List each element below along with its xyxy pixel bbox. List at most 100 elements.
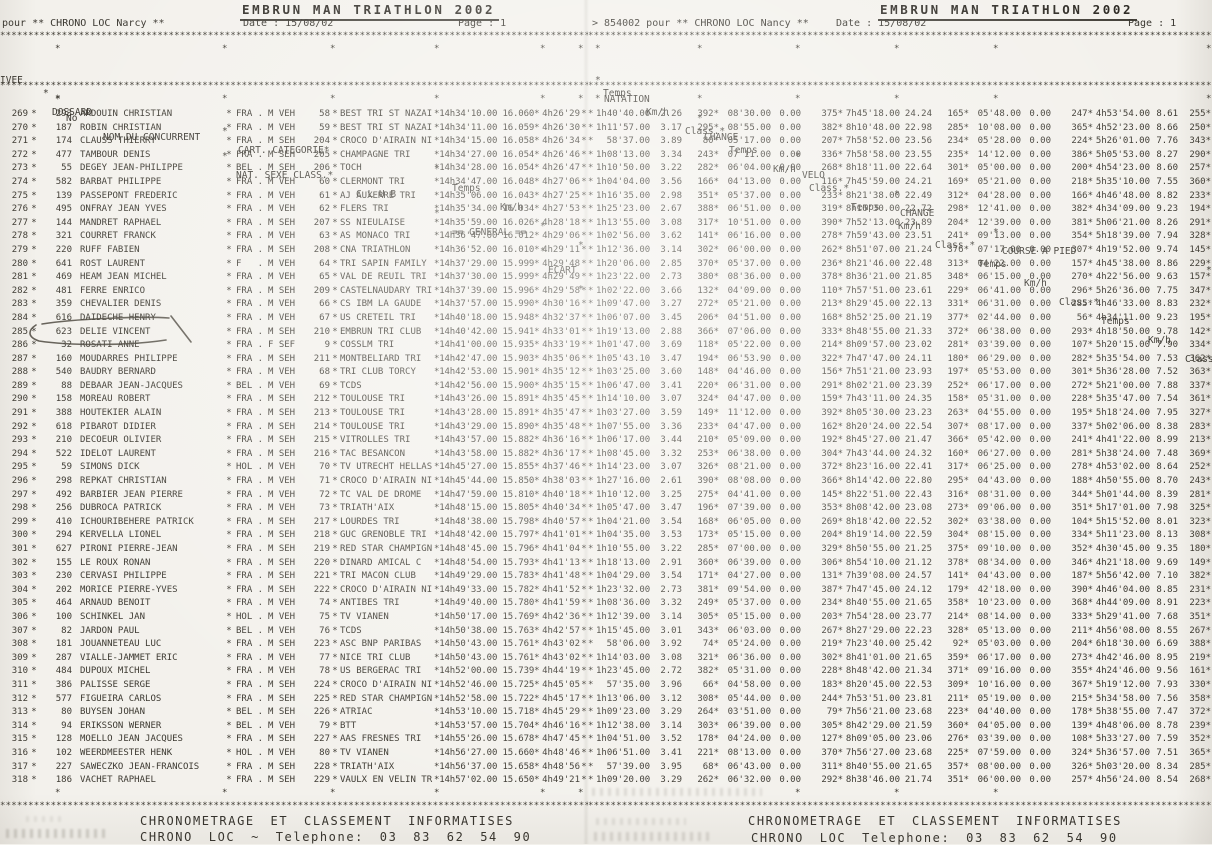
- t1-time: 04'47.00: [727, 394, 771, 405]
- separator-line: ****************************************…: [0, 81, 588, 91]
- swim-time: 1h10'12.00: [596, 489, 650, 500]
- rank: 306: [11, 611, 28, 622]
- swim-speed: 3.12: [660, 693, 682, 704]
- category-rank: 228: [313, 761, 330, 772]
- col-velo: VELO: [802, 170, 825, 181]
- asterisk: *: [581, 544, 587, 554]
- date-label: Date : 15/08/02: [243, 18, 334, 29]
- asterisk: *: [226, 747, 232, 758]
- result-row: 285 * 623 DELIE VINCENT * FRA . M SEH 21…: [0, 326, 590, 340]
- result-row: 300 * 294 KERVELLA LIONEL * FRA . M SEH …: [0, 529, 590, 543]
- asterisk: *: [226, 136, 232, 147]
- t2-speed: 0.00: [1029, 285, 1051, 296]
- asterisk: *: [31, 652, 37, 663]
- category-rank: 70: [319, 462, 330, 473]
- result-row: 288 * 540 BAUDRY BERNARD * FRA . M VEH 6…: [0, 366, 590, 380]
- result-row: 275 * 139 PASSEPONT FREDERIC * FRA . M V…: [0, 190, 590, 204]
- bike-time: 8h02'21.00: [845, 380, 900, 391]
- asterisk: *: [31, 367, 37, 378]
- bike-time: 8h09'57.00: [845, 340, 900, 351]
- swim-rank: 196*: [697, 503, 719, 514]
- swim-time: 1h01'47.00: [596, 340, 650, 351]
- t2-speed: 0.00: [1029, 557, 1051, 568]
- bike-speed: 21.65: [904, 652, 932, 663]
- swim-rank: 326*: [697, 462, 719, 473]
- bike-time: 7h54'28.00: [845, 611, 900, 622]
- category-rank: 9: [324, 340, 330, 351]
- asterisk: *: [588, 367, 594, 378]
- separator-line: ****************************************…: [588, 31, 1212, 41]
- swim-speed: 3.92: [660, 639, 682, 650]
- bike-time: 7h57'51.00: [845, 285, 900, 296]
- split-row: * 1h05'47.00 3.47 196* 07'39.00 0.00 353…: [588, 502, 1212, 516]
- swim-time: 1h09'20.00: [596, 775, 650, 786]
- club: CLERMONT TRI: [340, 176, 406, 187]
- bike-rank: 197*: [947, 367, 969, 378]
- bike-time: 7h56'27.00: [845, 747, 900, 758]
- t1-time: 06'51.00: [727, 204, 771, 215]
- category-rank: 63: [319, 231, 330, 242]
- bike-rank: 309*: [947, 679, 969, 690]
- t1-rank: 192*: [821, 435, 843, 446]
- split-row: * 1h07'55.00 3.36 233* 04'47.00 0.00 162…: [588, 421, 1212, 435]
- t2-rank: 195*: [1071, 408, 1093, 419]
- t2-speed: 0.00: [1029, 639, 1051, 650]
- t2-speed: 0.00: [1029, 272, 1051, 283]
- swim-rank: 388*: [697, 204, 719, 215]
- competitor-name: LE ROUX RONAN: [80, 557, 151, 568]
- gap-to-winner: 4h41'01: [542, 530, 580, 541]
- bike-speed: 21.19: [904, 312, 932, 323]
- asterisk: *: [31, 244, 37, 255]
- t1-time: 08'13.00: [727, 747, 771, 758]
- t1-rank: 304*: [821, 448, 843, 459]
- t2-speed: 0.00: [1029, 775, 1051, 786]
- category-rank: 72: [319, 489, 330, 500]
- asterisk: *: [588, 639, 594, 650]
- rank: 287: [11, 353, 28, 364]
- gap-to-winner: 4h48'56: [542, 761, 580, 772]
- asterisk: *: [226, 679, 232, 690]
- t1-time: 09'54.00: [727, 584, 771, 595]
- t1-rank: 162*: [821, 421, 843, 432]
- competitor-name: VACHET RAPHAEL: [80, 775, 156, 786]
- gap-to-winner: 4h47'45: [542, 734, 580, 745]
- asterisk: *: [332, 707, 338, 718]
- bike-time: 8h52'25.00: [845, 312, 900, 323]
- t1-rank: 79*: [826, 707, 843, 718]
- asterisk: *: [581, 136, 587, 147]
- bike-speed: 21.47: [904, 435, 932, 446]
- rank: 300: [11, 530, 28, 541]
- asterisk: *: [332, 598, 338, 609]
- asterisk: *: [588, 652, 594, 663]
- total-time-speed: *14h50'17.00 15.769*: [434, 611, 540, 622]
- swim-rank: 168*: [697, 516, 719, 527]
- run-rank: 252*: [1189, 462, 1211, 473]
- run-time: 5h35'10.00: [1095, 176, 1150, 187]
- asterisk: *: [581, 530, 587, 541]
- swim-rank: 370*: [697, 258, 719, 269]
- result-row: 298 * 256 DUBROCA PATRICK * FRA . M VEH …: [0, 502, 590, 516]
- run-rank: 283*: [1189, 421, 1211, 432]
- bike-rank: 234*: [947, 136, 969, 147]
- swim-rank: 66*: [702, 679, 719, 690]
- nationality: FRA .: [236, 571, 264, 582]
- result-row: 279 * 220 RUFF FABIEN * FRA . M SEH 208 …: [0, 244, 590, 258]
- swim-speed: 2.73: [660, 272, 682, 283]
- t2-rank: 367*: [1071, 679, 1093, 690]
- total-time-speed: *14h49'33.00 15.782*: [434, 584, 540, 595]
- t2-time: 12'41.00: [977, 204, 1021, 215]
- asterisk: *: [31, 204, 37, 215]
- gap-to-winner: 4h41'59: [542, 598, 580, 609]
- result-row: 276 * 495 ONFRAY JEAN YVES * FRA . M VEH…: [0, 203, 590, 217]
- asterisk: *: [588, 299, 594, 310]
- t2-time: 05'28.00: [977, 136, 1021, 147]
- swim-speed: 3.14: [660, 244, 682, 255]
- asterisk: *: [332, 258, 338, 269]
- run-speed: 7.94: [1156, 231, 1178, 242]
- asterisk: *: [581, 217, 587, 228]
- category: M SEH: [268, 285, 296, 296]
- t2-time: 04'43.00: [977, 476, 1021, 487]
- run-rank: 229*: [1189, 258, 1211, 269]
- run-speed: 8.83: [1156, 299, 1178, 310]
- competitor-name: MOUDARRES PHILIPPE: [80, 353, 178, 364]
